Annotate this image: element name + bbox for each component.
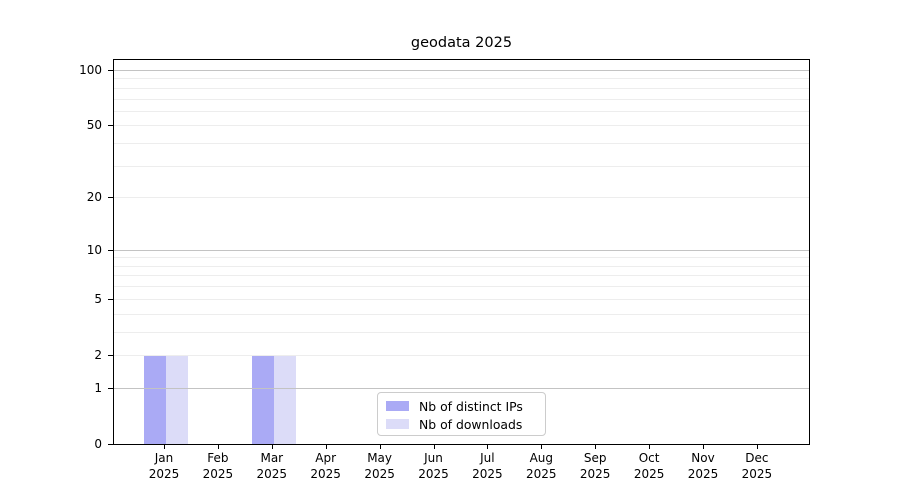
x-axis-tick bbox=[541, 445, 543, 449]
legend-item-downloads: Nb of downloads bbox=[386, 415, 545, 433]
x-tick-label-line: 2025 bbox=[687, 466, 719, 481]
minor-gridline bbox=[114, 87, 809, 89]
x-tick-label-line: 2025 bbox=[633, 466, 665, 481]
bar-downloads bbox=[273, 354, 296, 444]
y-axis-tick bbox=[108, 298, 113, 300]
x-tick-label-line: Jan bbox=[154, 451, 174, 465]
y-axis-tick bbox=[108, 387, 113, 389]
minor-gridline bbox=[114, 110, 809, 112]
x-axis-tick bbox=[703, 445, 704, 449]
x-axis-tick bbox=[379, 445, 381, 449]
x-tick-label-line: 2025 bbox=[364, 466, 395, 481]
plot-area bbox=[113, 59, 810, 445]
minor-gridline bbox=[114, 298, 809, 300]
x-axis-tick bbox=[217, 445, 219, 449]
x-tick-label-line: 2025 bbox=[148, 466, 180, 481]
x-tick-label-line: 2025 bbox=[526, 466, 557, 481]
x-tick-label: Jan 2025 bbox=[133, 451, 195, 482]
minor-gridline bbox=[114, 165, 809, 167]
x-tick-label-line: Feb bbox=[207, 451, 229, 465]
y-axis-tick bbox=[108, 125, 113, 127]
x-axis-tick bbox=[271, 445, 273, 449]
x-tick-label: Jul 2025 bbox=[456, 451, 518, 482]
minor-gridline bbox=[114, 286, 809, 288]
major-gridline bbox=[114, 387, 809, 389]
x-tick-label: Jun 2025 bbox=[403, 451, 465, 482]
legend-label-distinct-ips: Nb of distinct IPs bbox=[419, 398, 523, 414]
x-tick-label-line: 2025 bbox=[256, 466, 288, 481]
legend-label-downloads: Nb of downloads bbox=[419, 416, 523, 432]
x-axis-tick bbox=[649, 445, 651, 449]
x-tick-label-line: 2025 bbox=[741, 466, 773, 481]
bar-distinct-ips bbox=[144, 354, 166, 444]
y-axis-tick bbox=[108, 444, 113, 445]
minor-gridline bbox=[114, 275, 809, 277]
x-axis-tick bbox=[595, 445, 597, 449]
y-tick-label: 5 bbox=[94, 291, 102, 306]
x-tick-label-line: Dec bbox=[745, 451, 769, 465]
x-tick-label-line: Jul bbox=[480, 451, 495, 465]
x-tick-label: Aug 2025 bbox=[510, 451, 572, 482]
y-tick-label: 10 bbox=[86, 242, 102, 257]
minor-gridline bbox=[114, 331, 809, 333]
y-tick-label: 20 bbox=[86, 190, 102, 205]
major-gridline bbox=[114, 69, 809, 71]
minor-gridline bbox=[114, 313, 809, 315]
x-tick-label: Oct 2025 bbox=[618, 451, 680, 482]
y-tick-label: 100 bbox=[79, 62, 102, 77]
minor-gridline bbox=[114, 98, 809, 100]
legend-swatch-downloads bbox=[386, 419, 409, 429]
x-tick-label: Feb 2025 bbox=[187, 451, 249, 482]
y-axis-tick bbox=[108, 69, 113, 71]
legend-item-distinct-ips: Nb of distinct IPs bbox=[386, 397, 545, 415]
x-tick-label-line: 2025 bbox=[472, 466, 503, 481]
x-tick-label-line: 2025 bbox=[202, 466, 234, 481]
y-axis-tick bbox=[108, 354, 113, 356]
x-tick-label-line: May bbox=[367, 451, 392, 465]
x-tick-label-line: 2025 bbox=[579, 466, 611, 481]
legend-swatch-distinct-ips bbox=[386, 401, 409, 411]
minor-gridline bbox=[114, 257, 809, 259]
x-tick-label-line: Sep bbox=[583, 451, 607, 465]
y-axis-tick bbox=[108, 249, 113, 251]
x-tick-label: Sep 2025 bbox=[564, 451, 626, 482]
minor-gridline bbox=[114, 143, 809, 145]
bar-downloads bbox=[166, 354, 188, 444]
y-tick-label: 1 bbox=[94, 380, 102, 395]
minor-gridline bbox=[114, 354, 809, 356]
x-axis-tick bbox=[487, 445, 489, 449]
x-tick-label-line: Nov bbox=[691, 451, 715, 465]
bar-distinct-ips bbox=[251, 354, 274, 444]
minor-gridline bbox=[114, 125, 809, 127]
x-tick-label: Mar 2025 bbox=[241, 451, 303, 482]
chart-title: geodata 2025 bbox=[410, 35, 513, 51]
y-tick-label: 50 bbox=[86, 118, 102, 133]
x-tick-label-line: Oct bbox=[638, 451, 660, 465]
x-tick-label-line: 2025 bbox=[418, 466, 449, 481]
x-tick-label-line: Aug bbox=[529, 451, 554, 465]
minor-gridline bbox=[114, 197, 809, 199]
x-tick-label: May 2025 bbox=[349, 451, 411, 482]
x-axis-tick bbox=[325, 445, 327, 449]
x-tick-label: Dec 2025 bbox=[726, 451, 788, 482]
y-tick-label: 2 bbox=[94, 347, 102, 362]
x-tick-label: Apr 2025 bbox=[295, 451, 357, 482]
y-tick-label: 0 bbox=[94, 437, 102, 451]
major-gridline bbox=[114, 249, 809, 251]
x-tick-label-line: Apr bbox=[315, 451, 337, 465]
x-axis-tick bbox=[433, 445, 435, 449]
x-tick-label-line: 2025 bbox=[310, 466, 341, 481]
x-axis-tick bbox=[756, 445, 758, 449]
x-tick-label: Nov 2025 bbox=[672, 451, 734, 482]
x-tick-label-line: Mar bbox=[260, 451, 284, 465]
minor-gridline bbox=[114, 78, 809, 80]
y-axis-tick bbox=[108, 197, 113, 199]
minor-gridline bbox=[114, 265, 809, 267]
legend: Nb of distinct IPs Nb of downloads bbox=[377, 392, 546, 436]
x-axis-tick bbox=[164, 445, 165, 449]
x-tick-label-line: Jun bbox=[424, 451, 443, 465]
